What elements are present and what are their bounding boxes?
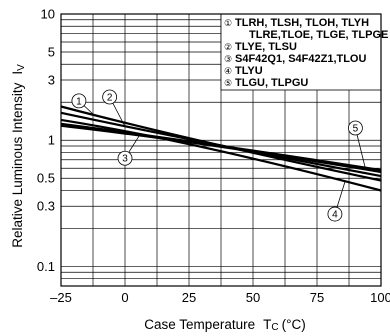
- callout-label-5: 5: [353, 123, 359, 134]
- callout-label-3: 3: [122, 154, 128, 165]
- legend-entry-2: TLYE, TLSU: [235, 41, 297, 53]
- legend-entry-3: S4F42Q1, S4F42Z1,TLOU: [235, 53, 366, 65]
- y-tick-label: 0.1: [37, 259, 55, 274]
- y-tick-label: 0.3: [37, 199, 55, 214]
- y-tick-label: 5: [48, 44, 55, 59]
- legend-entry-5: TLGU, TLPGU: [235, 77, 308, 89]
- y-axis-label: Relative Luminous Intensity IV: [10, 64, 27, 248]
- x-axis-label-text: Case Temperature: [144, 317, 255, 332]
- series-group: [60, 105, 382, 192]
- callout-circle: [347, 120, 363, 136]
- y-tick-label: 3: [48, 72, 55, 87]
- callout-group: 1 2 3 4 5: [71, 89, 367, 222]
- x-tick-label: 50: [246, 290, 260, 305]
- x-axis-label: Case Temperature TC (°C): [144, 317, 305, 333]
- series-line-5: [60, 124, 382, 174]
- plot-frame: [60, 13, 382, 287]
- legend-entry-1: TLRH, TLSH, TLOH, TLYH: [235, 17, 369, 29]
- y-axis-symbol-sub: V: [16, 64, 27, 71]
- legend-num-3: ③: [224, 54, 232, 64]
- callout-circle: [117, 150, 133, 166]
- callout-label-4: 4: [332, 210, 338, 221]
- series-line-2: [60, 111, 382, 178]
- legend-num-2: ②: [224, 42, 232, 52]
- legend-entry-1: TLRE,TLOE, TLGE, TLPGE: [249, 29, 388, 41]
- legend-num-4: ④: [224, 66, 232, 76]
- legend-num-1: ①: [224, 18, 232, 28]
- series-line-4: [60, 118, 382, 192]
- legend-entry-4: TLYU: [235, 65, 263, 77]
- x-tick-label: –25: [50, 290, 72, 305]
- x-tick-label: 100: [370, 290, 390, 305]
- x-tick-label: 75: [310, 290, 324, 305]
- x-axis-unit: (°C): [282, 317, 306, 332]
- callout-label-1: 1: [76, 96, 82, 107]
- x-tick-label: 25: [182, 290, 196, 305]
- y-axis-label-text: Relative Luminous Intensity: [10, 82, 25, 247]
- x-axis-symbol-sub: C: [271, 322, 278, 333]
- legend-box: [220, 13, 382, 91]
- callout-circle: [327, 206, 343, 222]
- callout-label-2: 2: [107, 93, 113, 104]
- y-tick-label: 0.5: [37, 171, 55, 186]
- y-tick-label: 1: [48, 133, 55, 148]
- y-axis-symbol: I: [10, 71, 25, 75]
- callout-circle: [71, 93, 87, 109]
- x-axis-symbol: T: [263, 317, 271, 332]
- legend-num-5: ⑤: [224, 78, 232, 88]
- y-tick-label: 10: [41, 7, 55, 22]
- callout-circle: [102, 89, 118, 105]
- x-tick-label: 0: [121, 290, 128, 305]
